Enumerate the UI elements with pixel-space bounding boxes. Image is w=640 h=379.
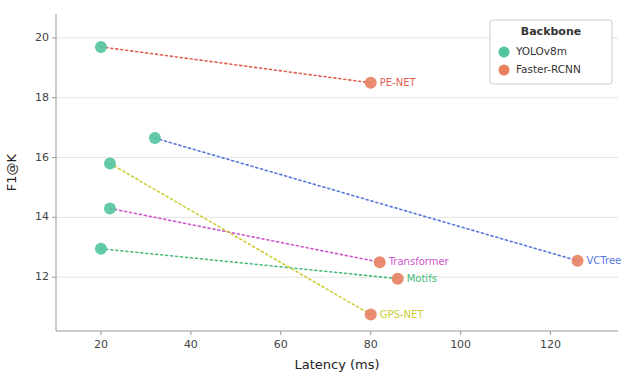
y-tick-label: 18 <box>35 91 49 104</box>
point <box>374 256 386 268</box>
point <box>572 255 584 267</box>
legend: Backbone YOLOv8m Faster-RCNN <box>490 20 612 84</box>
point <box>104 202 116 214</box>
connector-line <box>101 249 398 279</box>
point-label: Transformer <box>388 256 450 267</box>
axes: 12 14 16 18 20 20 40 60 80 100 120 <box>35 14 618 351</box>
y-tick <box>52 97 56 98</box>
x-tick <box>100 331 101 335</box>
connector-line <box>110 164 371 315</box>
x-tick-label: 60 <box>274 338 288 351</box>
point <box>149 132 161 144</box>
x-axis-label: Latency (ms) <box>294 357 379 372</box>
x-tick-label: 80 <box>364 338 378 351</box>
point-label: GPS-NET <box>380 309 425 320</box>
y-tick-label: 12 <box>35 270 49 283</box>
point-label: Motifs <box>407 273 437 284</box>
x-tick-label: 120 <box>540 338 561 351</box>
legend-marker <box>499 65 510 76</box>
chart: 12 14 16 18 20 20 40 60 80 100 120 Latency (ms) F1@K… <box>0 0 640 379</box>
x-tick <box>460 331 461 335</box>
grid-line <box>56 277 618 278</box>
connector-line <box>101 47 371 83</box>
y-tick-label: 20 <box>35 31 49 44</box>
point <box>365 77 377 89</box>
grid-line <box>56 157 618 158</box>
legend-box <box>490 20 612 84</box>
legend-label: Faster-RCNN <box>516 63 581 75</box>
x-tick-label: 100 <box>450 338 471 351</box>
connector-line <box>155 138 578 261</box>
y-tick <box>52 157 56 158</box>
grid-line <box>56 217 618 218</box>
grid-line <box>56 97 618 98</box>
y-tick-label: 16 <box>35 151 49 164</box>
y-axis-label: F1@K <box>4 153 19 191</box>
y-tick <box>52 37 56 38</box>
point <box>95 41 107 53</box>
x-tick-label: 20 <box>94 338 108 351</box>
y-tick-label: 14 <box>35 210 49 223</box>
y-tick <box>52 217 56 218</box>
y-tick <box>52 277 56 278</box>
legend-title: Backbone <box>521 25 581 38</box>
point-label: PE-NET <box>380 77 417 88</box>
point-label: VCTree <box>587 255 622 266</box>
point-labels: PE-NET VCTree Transformer Motifs GPS-NET <box>380 77 621 320</box>
x-tick <box>190 331 191 335</box>
x-tick <box>280 331 281 335</box>
point <box>95 243 107 255</box>
x-axis-line <box>56 331 618 332</box>
x-tick <box>550 331 551 335</box>
point <box>104 158 116 170</box>
point <box>392 273 404 285</box>
x-tick <box>370 331 371 335</box>
legend-marker <box>499 47 510 58</box>
legend-label: YOLOv8m <box>515 45 567 57</box>
point <box>365 309 377 321</box>
x-tick-label: 40 <box>184 338 198 351</box>
y-axis-line <box>56 14 57 331</box>
